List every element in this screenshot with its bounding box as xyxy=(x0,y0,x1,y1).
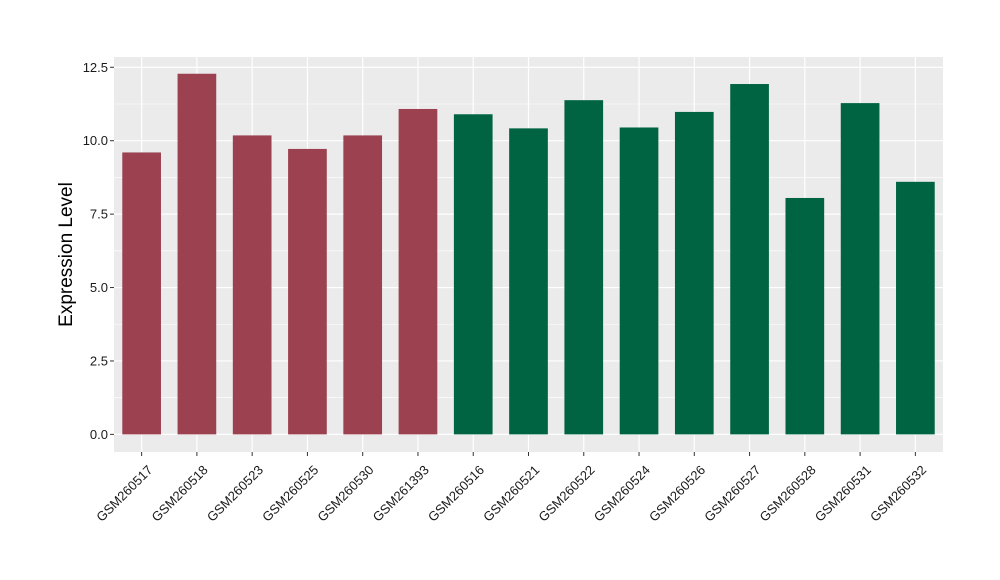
x-tick-label: GSM261393 xyxy=(370,462,432,524)
x-tick-label: GSM260526 xyxy=(646,462,708,524)
y-tick-label: 5.0 xyxy=(90,280,108,295)
bar-GSM260516 xyxy=(453,114,493,435)
x-tick-label: GSM260523 xyxy=(204,462,266,524)
x-tick-label: GSM260525 xyxy=(259,462,321,524)
bar-GSM260522 xyxy=(564,100,604,435)
bar-GSM260525 xyxy=(288,148,327,435)
x-tick-label: GSM260531 xyxy=(812,462,874,524)
y-tick-label: 0.0 xyxy=(90,427,108,442)
bar-GSM260531 xyxy=(840,103,880,435)
bar-GSM260521 xyxy=(509,128,548,435)
x-tick-label: GSM260518 xyxy=(149,462,211,524)
bars xyxy=(122,73,935,435)
bar-GSM260528 xyxy=(785,197,825,435)
bar-GSM261393 xyxy=(398,108,438,435)
x-axis: GSM260517GSM260518GSM260523GSM260525GSM2… xyxy=(93,452,929,525)
y-tick-label: 7.5 xyxy=(90,207,108,222)
x-tick-label: GSM260516 xyxy=(425,462,487,524)
x-tick-label: GSM260524 xyxy=(591,462,653,524)
bar-GSM260526 xyxy=(674,111,714,435)
x-tick-label: GSM260522 xyxy=(535,462,597,524)
bar-GSM260527 xyxy=(730,84,769,435)
bar-GSM260523 xyxy=(232,135,272,435)
x-tick-label: GSM260528 xyxy=(757,462,819,524)
y-tick-label: 2.5 xyxy=(90,353,108,368)
bar-GSM260518 xyxy=(177,73,217,435)
bar-GSM260532 xyxy=(896,181,935,435)
bar-GSM260524 xyxy=(619,127,659,435)
y-tick-label: 12.5 xyxy=(83,60,108,75)
x-tick-label: GSM260532 xyxy=(867,462,929,524)
y-axis-title: Expression Level xyxy=(56,182,77,327)
y-tick-label: 10.0 xyxy=(83,133,108,148)
x-tick-label: GSM260530 xyxy=(314,462,376,524)
x-tick-label: GSM260527 xyxy=(701,462,763,524)
bar-GSM260530 xyxy=(343,135,383,435)
bar-GSM260517 xyxy=(122,152,161,435)
x-tick-label: GSM260517 xyxy=(93,462,155,524)
y-axis: 0.0 2.5 5.0 7.5 10.0 12.5 xyxy=(83,60,114,442)
x-tick-label: GSM260521 xyxy=(480,462,542,524)
